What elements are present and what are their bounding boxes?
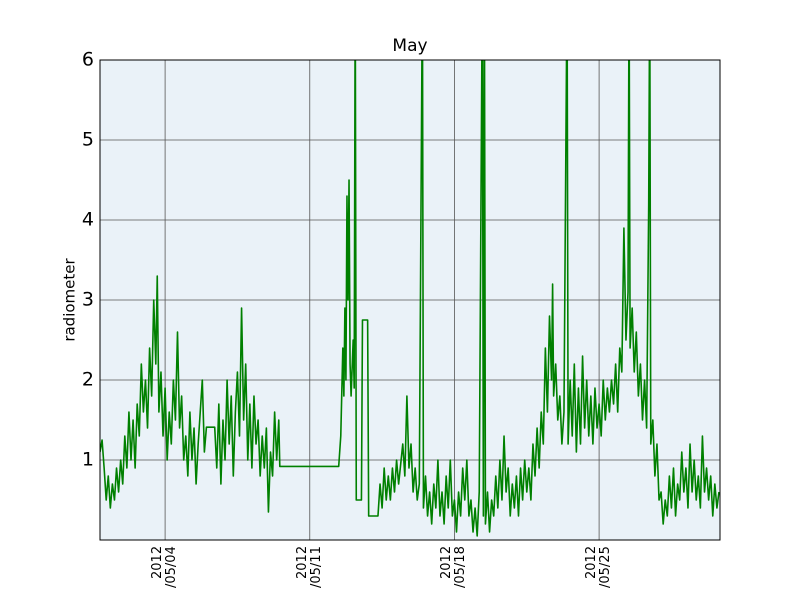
y-axis-label: radiometer: [61, 257, 79, 341]
y-tick-label: 6: [82, 49, 94, 71]
x-tick-label: 2012 /05/11: [294, 546, 324, 588]
plot-frame: [99, 59, 721, 541]
data-line: [100, 60, 720, 537]
y-tick-label: 5: [82, 129, 94, 151]
chart-title: May: [392, 36, 427, 56]
y-tick-label: 4: [82, 209, 94, 231]
x-tick-label: 2012 /05/25: [584, 546, 614, 588]
y-tick-label: 3: [82, 289, 94, 311]
x-tick-label: 2012 /05/04: [150, 546, 180, 588]
x-tick-label: 2012 /05/18: [439, 546, 469, 588]
y-tick-label: 1: [82, 449, 94, 471]
y-tick-label: 2: [82, 369, 94, 391]
